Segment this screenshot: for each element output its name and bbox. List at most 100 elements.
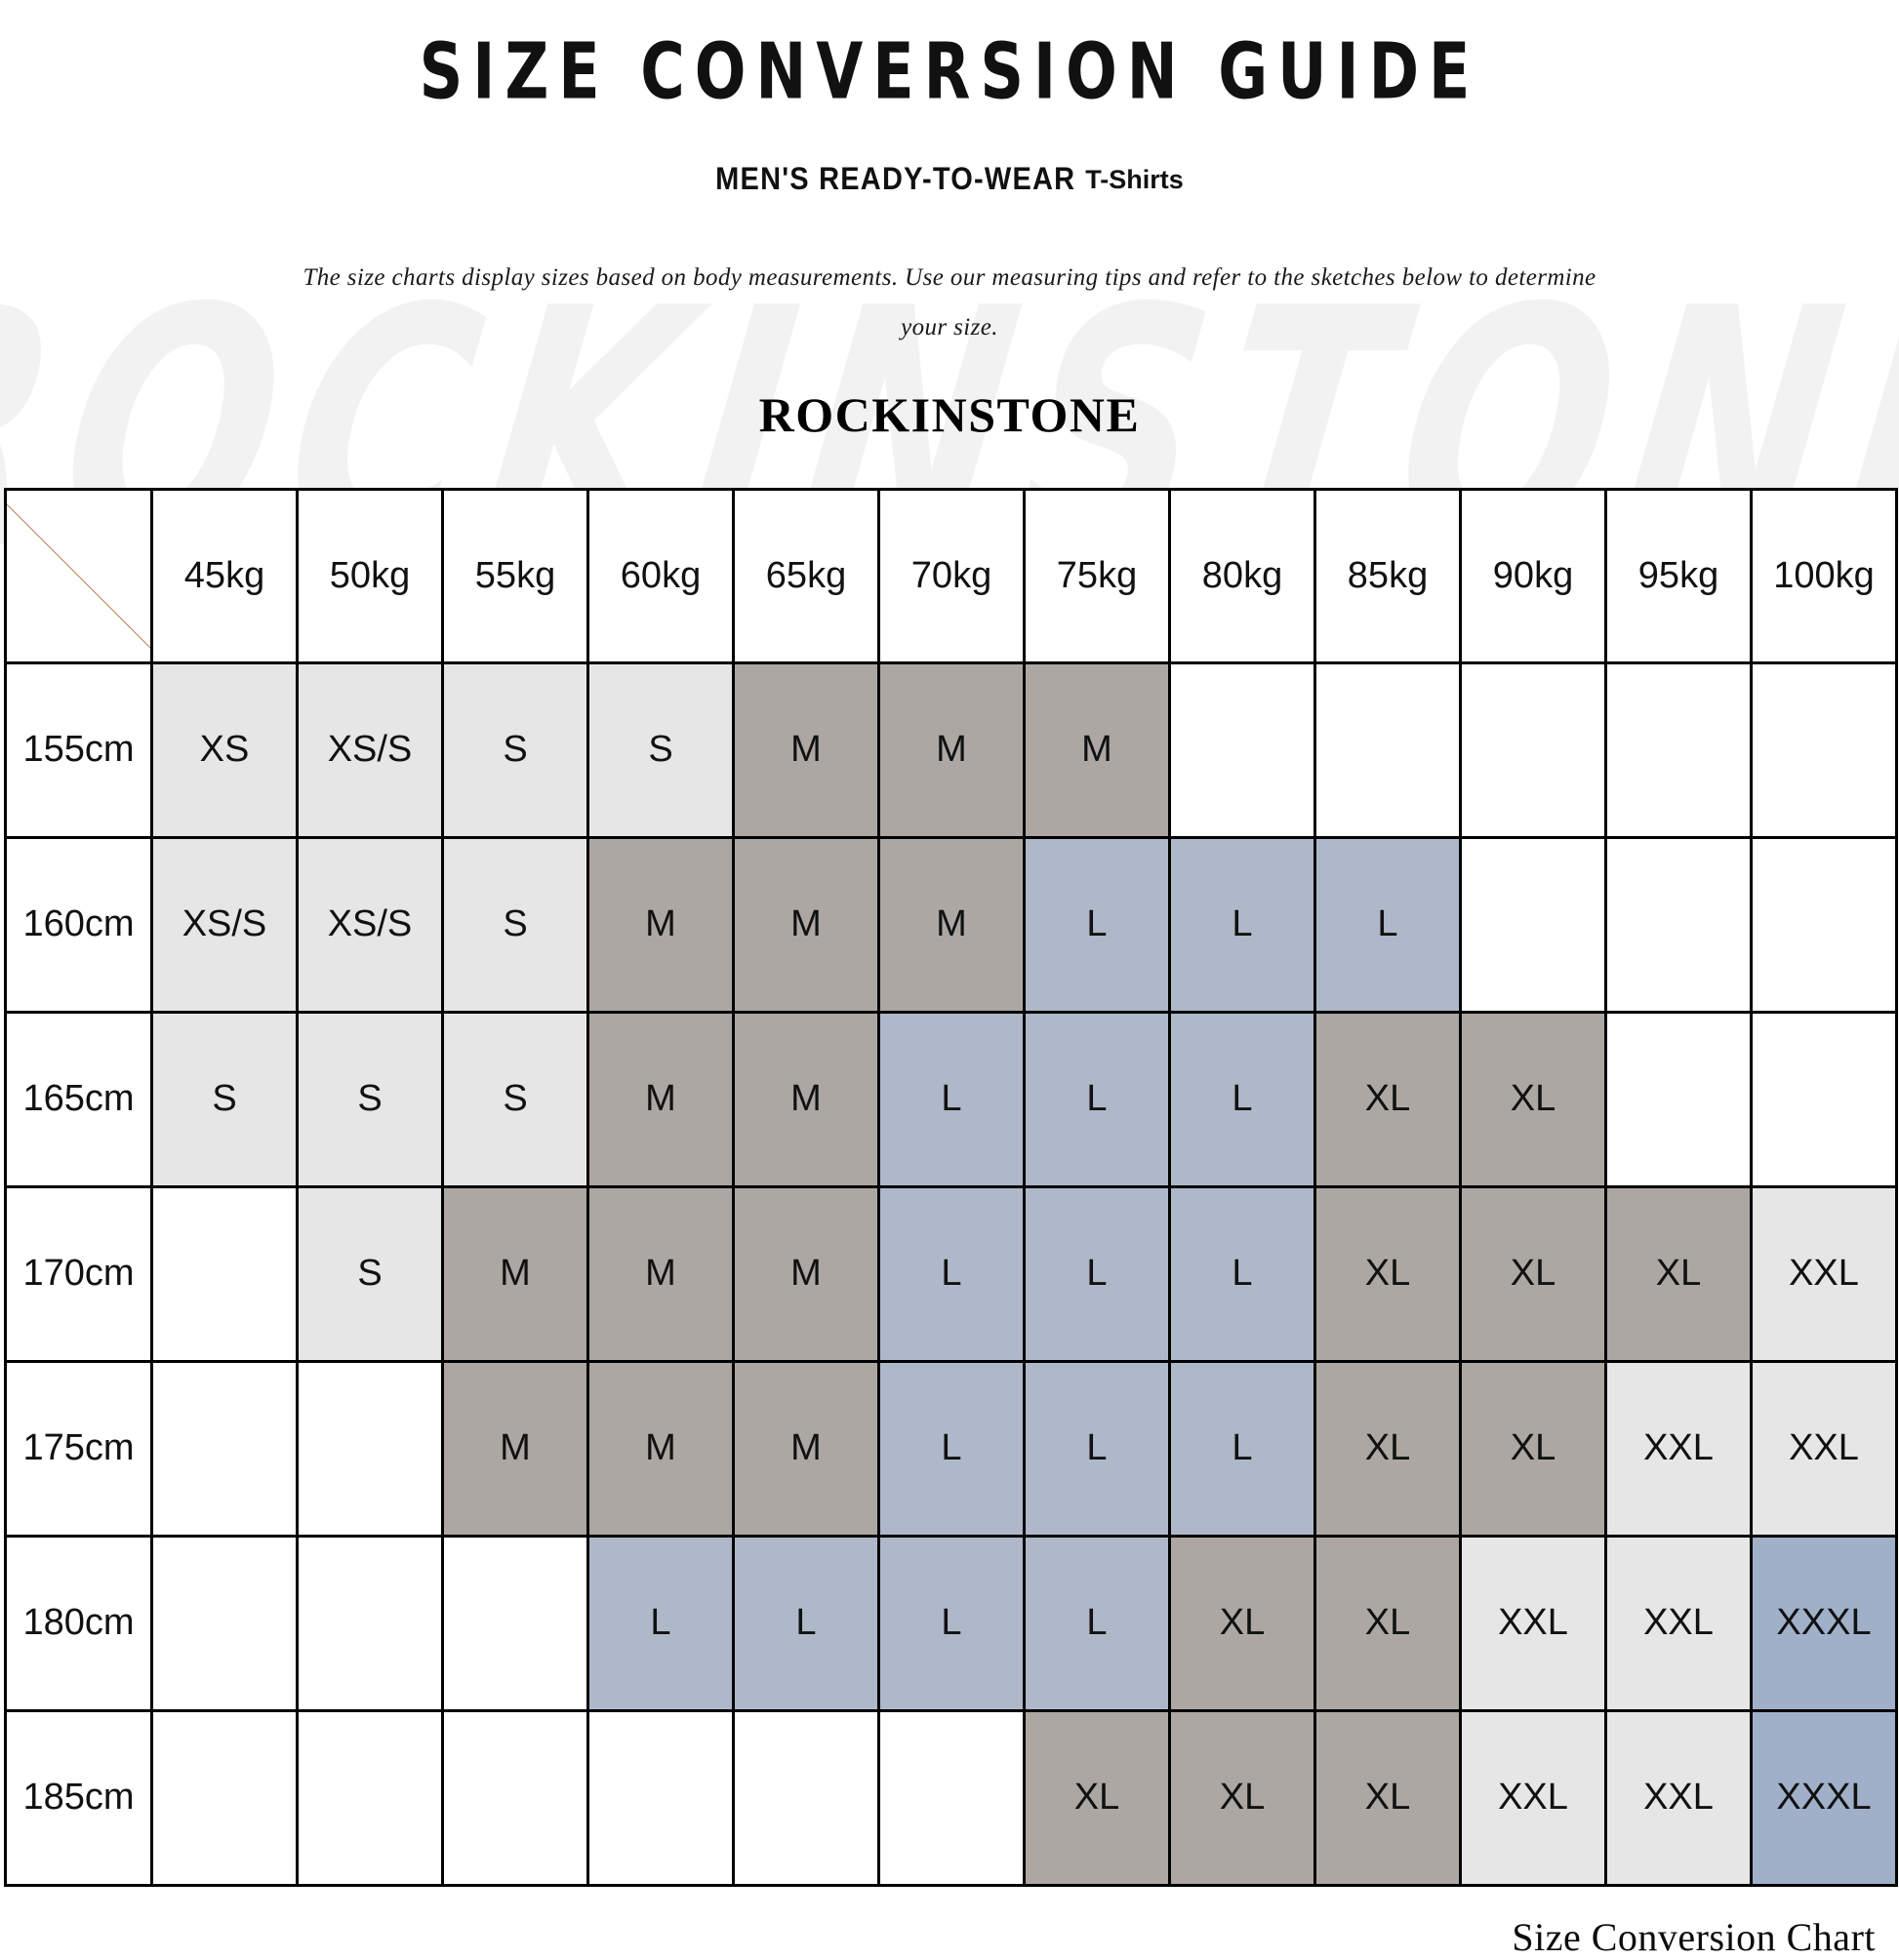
size-cell-180cm-80kg: XL: [1168, 1534, 1316, 1712]
page-title: SIZE CONVERSION GUIDE: [419, 25, 1480, 117]
size-cell-185cm-80kg: XL: [1168, 1708, 1316, 1887]
table-header-row: 45kg 50kg 55kg 60kg 65kg 70kg 75kg 80kg 85kg 90kg…: [4, 487, 1898, 664]
column-header-80kg: 80kg: [1168, 487, 1316, 664]
size-cell-empty: [296, 1708, 444, 1887]
size-cell-empty: [732, 1708, 880, 1887]
column-header-50kg: 50kg: [296, 487, 444, 664]
table-row: 180cm L L L L XL XL XXL XXL XXXL: [4, 1534, 1898, 1712]
size-cell-155cm-75kg: M: [1023, 660, 1171, 839]
size-cell-165cm-70kg: L: [877, 1010, 1026, 1188]
row-header-185cm: 185cm: [4, 1708, 153, 1887]
size-cell-160cm-65kg: M: [732, 835, 880, 1014]
size-cell-empty: [1750, 835, 1898, 1014]
size-cell-165cm-60kg: M: [586, 1010, 735, 1188]
size-cell-175cm-75kg: L: [1023, 1359, 1171, 1538]
size-cell-155cm-60kg: S: [586, 660, 735, 839]
document-header: SIZE CONVERSION GUIDE MEN'S READY-TO-WEA…: [0, 0, 1899, 443]
size-cell-155cm-65kg: M: [732, 660, 880, 839]
size-cell-185cm-95kg: XXL: [1604, 1708, 1753, 1887]
size-cell-empty: [150, 1359, 299, 1538]
row-header-180cm: 180cm: [4, 1534, 153, 1712]
size-cell-165cm-90kg: XL: [1459, 1010, 1607, 1188]
size-cell-empty: [1604, 660, 1753, 839]
size-cell-175cm-70kg: L: [877, 1359, 1026, 1538]
size-cell-180cm-75kg: L: [1023, 1534, 1171, 1712]
size-cell-180cm-100kg: XXXL: [1750, 1534, 1898, 1712]
size-cell-175cm-85kg: XL: [1313, 1359, 1462, 1538]
size-cell-165cm-65kg: M: [732, 1010, 880, 1188]
column-header-85kg: 85kg: [1313, 487, 1462, 664]
size-cell-160cm-70kg: M: [877, 835, 1026, 1014]
table-header: 45kg 50kg 55kg 60kg 65kg 70kg 75kg 80kg 85kg 90kg…: [4, 487, 1898, 664]
size-conversion-table: 45kg 50kg 55kg 60kg 65kg 70kg 75kg 80kg 85kg 90kg…: [4, 487, 1898, 1887]
size-cell-empty: [1750, 660, 1898, 839]
row-header-160cm: 160cm: [4, 835, 153, 1014]
size-cell-175cm-55kg: M: [441, 1359, 589, 1538]
size-cell-155cm-45kg: XS: [150, 660, 299, 839]
size-cell-empty: [150, 1534, 299, 1712]
column-header-65kg: 65kg: [732, 487, 880, 664]
size-cell-empty: [150, 1184, 299, 1363]
size-cell-165cm-45kg: S: [150, 1010, 299, 1188]
size-cell-185cm-90kg: XXL: [1459, 1708, 1607, 1887]
size-cell-165cm-55kg: S: [441, 1010, 589, 1188]
table-row: 170cm S M M M L L L XL XL XL XXL: [4, 1184, 1898, 1363]
size-cell-165cm-85kg: XL: [1313, 1010, 1462, 1188]
subtitle-row: MEN'S READY-TO-WEAR T-Shirts: [0, 162, 1899, 197]
size-table-container: 45kg 50kg 55kg 60kg 65kg 70kg 75kg 80kg 85kg 90kg…: [0, 487, 1899, 1887]
size-cell-170cm-100kg: XXL: [1750, 1184, 1898, 1363]
size-cell-160cm-45kg: XS/S: [150, 835, 299, 1014]
size-cell-180cm-70kg: L: [877, 1534, 1026, 1712]
size-cell-160cm-55kg: S: [441, 835, 589, 1014]
table-row: 175cm M M M L L L XL XL XXL XXL: [4, 1359, 1898, 1538]
size-cell-170cm-75kg: L: [1023, 1184, 1171, 1363]
size-cell-175cm-100kg: XXL: [1750, 1359, 1898, 1538]
size-cell-160cm-60kg: M: [586, 835, 735, 1014]
column-header-95kg: 95kg: [1604, 487, 1753, 664]
column-header-55kg: 55kg: [441, 487, 589, 664]
size-cell-175cm-90kg: XL: [1459, 1359, 1607, 1538]
column-header-75kg: 75kg: [1023, 487, 1171, 664]
size-cell-empty: [441, 1708, 589, 1887]
size-cell-175cm-80kg: L: [1168, 1359, 1316, 1538]
size-cell-170cm-85kg: XL: [1313, 1184, 1462, 1363]
size-cell-170cm-55kg: M: [441, 1184, 589, 1363]
table-row: 155cm XS XS/S S S M M M: [4, 660, 1898, 839]
subtitle-garment-type: T-Shirts: [1085, 165, 1184, 194]
size-cell-empty: [1459, 660, 1607, 839]
size-cell-175cm-60kg: M: [586, 1359, 735, 1538]
size-cell-165cm-50kg: S: [296, 1010, 444, 1188]
size-cell-empty: [877, 1708, 1026, 1887]
size-cell-180cm-95kg: XXL: [1604, 1534, 1753, 1712]
size-cell-185cm-85kg: XL: [1313, 1708, 1462, 1887]
row-header-175cm: 175cm: [4, 1359, 153, 1538]
row-header-165cm: 165cm: [4, 1010, 153, 1188]
size-cell-170cm-60kg: M: [586, 1184, 735, 1363]
size-cell-170cm-90kg: XL: [1459, 1184, 1607, 1363]
size-cell-170cm-80kg: L: [1168, 1184, 1316, 1363]
size-cell-165cm-75kg: L: [1023, 1010, 1171, 1188]
corner-diagonal-cell: [4, 487, 153, 664]
column-header-70kg: 70kg: [877, 487, 1026, 664]
size-cell-empty: [1313, 660, 1462, 839]
column-header-100kg: 100kg: [1750, 487, 1898, 664]
size-cell-160cm-50kg: XS/S: [296, 835, 444, 1014]
subtitle-category: MEN'S READY-TO-WEAR: [715, 162, 1076, 197]
size-cell-165cm-80kg: L: [1168, 1010, 1316, 1188]
size-cell-empty: [1604, 835, 1753, 1014]
size-cell-170cm-70kg: L: [877, 1184, 1026, 1363]
size-cell-180cm-85kg: XL: [1313, 1534, 1462, 1712]
description-text: The size charts display sizes based on b…: [303, 264, 1596, 341]
column-header-45kg: 45kg: [150, 487, 299, 664]
size-cell-empty: [296, 1534, 444, 1712]
column-header-90kg: 90kg: [1459, 487, 1607, 664]
table-row: 160cm XS/S XS/S S M M M L L L: [4, 835, 1898, 1014]
size-cell-empty: [1459, 835, 1607, 1014]
diagonal-divider-icon: [7, 504, 150, 648]
size-cell-empty: [441, 1534, 589, 1712]
size-cell-180cm-65kg: L: [732, 1534, 880, 1712]
brand-name: ROCKINSTONE: [758, 386, 1141, 442]
size-cell-empty: [1604, 1010, 1753, 1188]
size-cell-175cm-65kg: M: [732, 1359, 880, 1538]
size-cell-empty: [586, 1708, 735, 1887]
